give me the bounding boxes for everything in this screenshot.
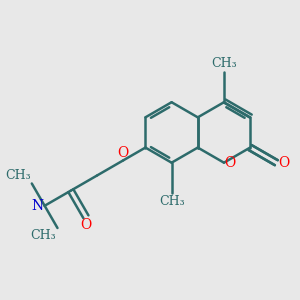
Text: O: O xyxy=(80,218,92,232)
Text: O: O xyxy=(278,156,290,170)
Text: CH₃: CH₃ xyxy=(159,195,184,208)
Text: CH₃: CH₃ xyxy=(31,229,56,242)
Text: N: N xyxy=(31,199,43,213)
Text: O: O xyxy=(225,156,236,170)
Text: CH₃: CH₃ xyxy=(5,169,31,182)
Text: O: O xyxy=(118,146,129,160)
Text: CH₃: CH₃ xyxy=(211,57,237,70)
